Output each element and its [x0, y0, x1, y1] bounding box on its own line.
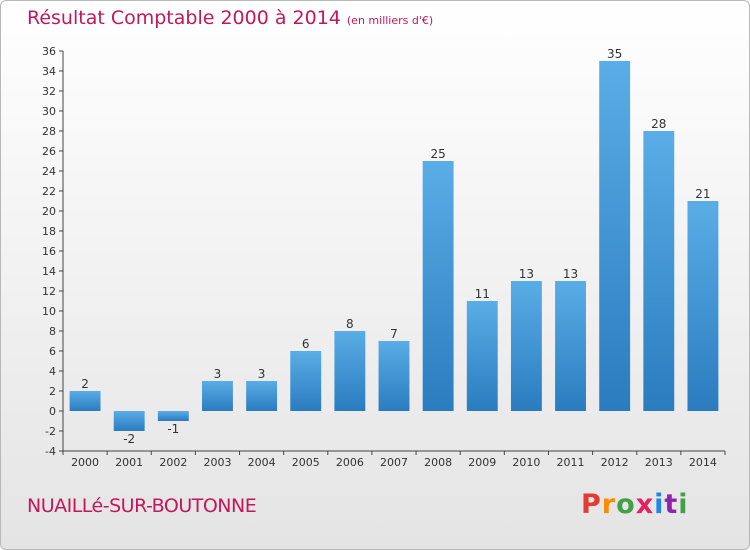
- logo-letter: P: [581, 489, 602, 520]
- x-tick-label: 2009: [468, 456, 496, 469]
- x-tick-label: 2007: [380, 456, 408, 469]
- x-tick-label: 2004: [248, 456, 276, 469]
- x-tick-label: 2008: [424, 456, 452, 469]
- bar: [157, 411, 189, 421]
- y-tick-label: 36: [42, 45, 56, 58]
- y-tick-label: -4: [45, 445, 56, 458]
- x-tick-label: 2000: [71, 456, 99, 469]
- data-label: -2: [123, 432, 135, 446]
- y-tick-label: 12: [42, 285, 56, 298]
- data-label: 2: [81, 377, 89, 391]
- x-tick-label: 2005: [292, 456, 320, 469]
- y-tick-label: 2: [49, 385, 56, 398]
- y-tick-label: 30: [42, 105, 56, 118]
- bar: [599, 61, 631, 411]
- logo-letter: o: [616, 489, 636, 520]
- data-label: 28: [651, 117, 666, 131]
- data-label: 35: [607, 47, 622, 61]
- y-tick-label: 20: [42, 205, 56, 218]
- y-tick-label: 14: [42, 265, 56, 278]
- y-tick-label: 28: [42, 125, 56, 138]
- data-label: -1: [167, 422, 179, 436]
- data-label: 6: [302, 337, 310, 351]
- x-tick-label: 2012: [601, 456, 629, 469]
- bar: [246, 381, 278, 411]
- logo-letter: i: [654, 489, 665, 520]
- x-tick-label: 2002: [159, 456, 187, 469]
- bar: [510, 281, 542, 411]
- y-tick-label: 16: [42, 245, 56, 258]
- bar: [290, 351, 322, 411]
- logo-letter: i: [678, 489, 689, 520]
- y-tick-label: 0: [49, 405, 56, 418]
- logo-letter: t: [664, 489, 679, 520]
- y-tick-label: 4: [49, 365, 56, 378]
- bar: [378, 341, 410, 411]
- chart-title: Résultat Comptable 2000 à 2014 (en millie…: [27, 7, 434, 29]
- x-tick-label: 2006: [336, 456, 364, 469]
- logo-letter: r: [601, 489, 617, 520]
- y-tick-label: 22: [42, 185, 56, 198]
- y-tick-label: 10: [42, 305, 56, 318]
- y-tick-label: 32: [42, 85, 56, 98]
- data-label: 13: [519, 267, 534, 281]
- x-tick-label: 2013: [645, 456, 673, 469]
- y-tick-label: 6: [49, 345, 56, 358]
- unit-note: (en milliers d'€): [346, 14, 434, 27]
- bar: [334, 331, 366, 411]
- location-label: NUAILLé-SUR-BOUTONNE: [27, 495, 257, 517]
- x-tick-label: 2001: [115, 456, 143, 469]
- bar: [69, 391, 101, 411]
- y-tick-label: 24: [42, 165, 56, 178]
- bar: [113, 411, 145, 431]
- data-label: 11: [475, 287, 490, 301]
- x-tick-label: 2010: [512, 456, 540, 469]
- x-tick-label: 2003: [203, 456, 231, 469]
- bar: [466, 301, 498, 411]
- bar: [687, 201, 719, 411]
- data-label: 3: [214, 367, 222, 381]
- data-label: 8: [346, 317, 354, 331]
- bar: [555, 281, 586, 411]
- data-label: 3: [258, 367, 266, 381]
- bar: [643, 131, 675, 411]
- y-tick-label: 8: [49, 325, 56, 338]
- data-label: 13: [563, 267, 578, 281]
- x-tick-label: 2014: [689, 456, 717, 469]
- logo-letter: x: [635, 489, 655, 520]
- data-label: 25: [430, 147, 445, 161]
- data-label: 7: [390, 327, 398, 341]
- y-tick-label: 18: [42, 225, 56, 238]
- data-label: 21: [695, 187, 710, 201]
- y-tick-label: -2: [45, 425, 56, 438]
- y-tick-label: 34: [42, 65, 56, 78]
- bar: [202, 381, 233, 411]
- x-tick-label: 2011: [557, 456, 585, 469]
- proxiti-logo: Proxiti: [581, 489, 689, 520]
- bar: [422, 161, 454, 411]
- y-tick-label: 26: [42, 145, 56, 158]
